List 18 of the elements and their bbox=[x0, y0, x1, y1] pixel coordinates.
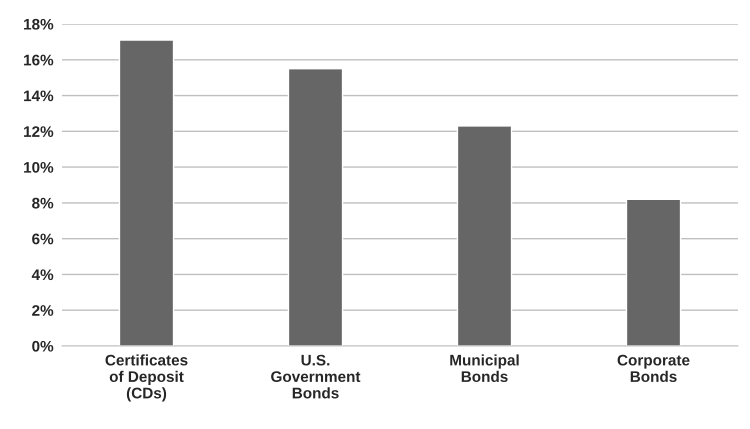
y-tick-label: 6% bbox=[32, 234, 54, 244]
y-tick-label: 4% bbox=[32, 269, 54, 280]
bar bbox=[626, 198, 682, 346]
y-tick-label: 0% bbox=[32, 340, 54, 352]
bar bbox=[288, 68, 344, 346]
x-tick-label: Certificates of Deposit (CDs) bbox=[106, 354, 188, 402]
y-tick-label: 14% bbox=[24, 90, 54, 102]
bar bbox=[118, 39, 174, 346]
bar bbox=[456, 125, 512, 346]
y-tick-label: 12% bbox=[24, 126, 54, 137]
y-tick-label: 8% bbox=[32, 198, 54, 209]
y-tick-label: 16% bbox=[24, 54, 54, 66]
x-tick-label: U.S. Government Bonds bbox=[271, 354, 360, 398]
y-tick-label: 10% bbox=[24, 162, 54, 173]
x-tick-label: Municipal Bonds bbox=[450, 354, 519, 382]
x-tick-label: Corporate Bonds bbox=[618, 354, 690, 382]
y-tick-label: 2% bbox=[32, 305, 54, 316]
y-tick-label: 18% bbox=[24, 18, 54, 30]
